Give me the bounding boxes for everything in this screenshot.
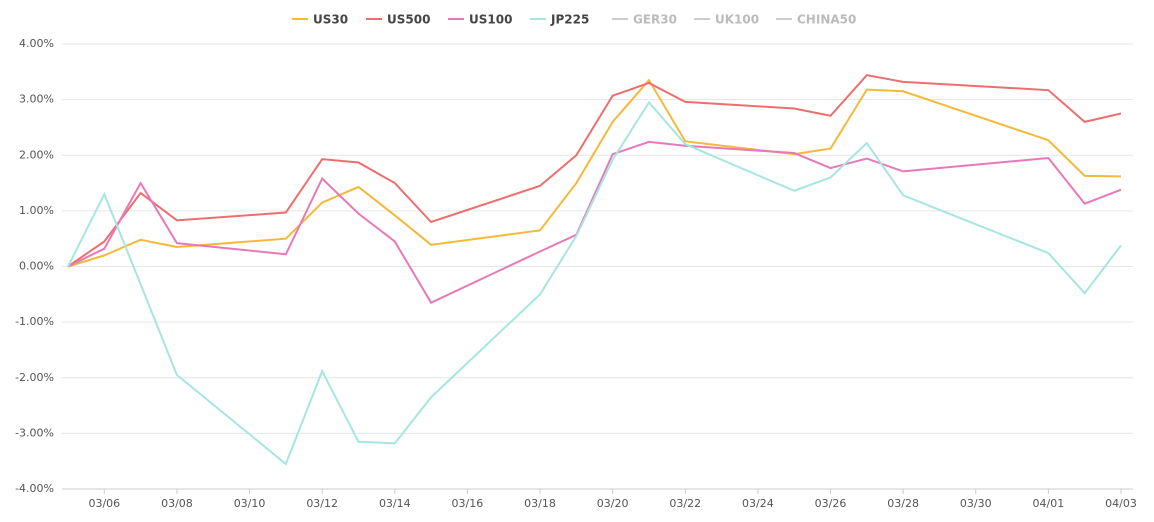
series-line <box>67 74 1122 268</box>
y-tick-label: 2.00% <box>19 148 54 161</box>
x-tick-label: 03/08 <box>161 497 193 510</box>
legend-label[interactable]: UK100 <box>715 13 759 27</box>
y-tick-label: -2.00% <box>15 371 54 384</box>
y-tick-label: -1.00% <box>15 315 54 328</box>
x-tick-label: 03/16 <box>452 497 484 510</box>
x-tick-label: 03/12 <box>306 497 338 510</box>
legend-label[interactable]: CHINA50 <box>797 13 856 27</box>
x-tick-label: 04/01 <box>1033 497 1065 510</box>
x-tick-label: 03/06 <box>88 497 120 510</box>
x-tick-label: 03/22 <box>669 497 701 510</box>
x-tick-label: 03/28 <box>887 497 919 510</box>
y-tick-label: -3.00% <box>15 426 54 439</box>
legend-label[interactable]: JP225 <box>550 13 589 27</box>
series-line <box>67 78 1122 268</box>
legend-label[interactable]: GER30 <box>633 13 677 27</box>
x-tick-label: 03/30 <box>960 497 992 510</box>
x-tick-label: 04/03 <box>1105 497 1137 510</box>
x-tick-label: 03/20 <box>597 497 629 510</box>
x-tick-label: 03/24 <box>742 497 774 510</box>
legend-label[interactable]: US30 <box>313 13 348 27</box>
y-tick-label: 4.00% <box>19 37 54 50</box>
y-tick-label: 0.00% <box>19 260 54 273</box>
legend-label[interactable]: US100 <box>469 13 512 27</box>
y-tick-label: 3.00% <box>19 93 54 106</box>
x-tick-label: 03/18 <box>524 497 556 510</box>
y-tick-label: 1.00% <box>19 204 54 217</box>
x-tick-label: 03/14 <box>379 497 411 510</box>
x-tick-label: 03/26 <box>815 497 847 510</box>
x-tick-label: 03/10 <box>234 497 266 510</box>
series-line <box>67 100 1122 466</box>
series-line <box>67 140 1122 304</box>
y-tick-label: -4.00% <box>15 482 54 495</box>
legend-label[interactable]: US500 <box>387 13 430 27</box>
